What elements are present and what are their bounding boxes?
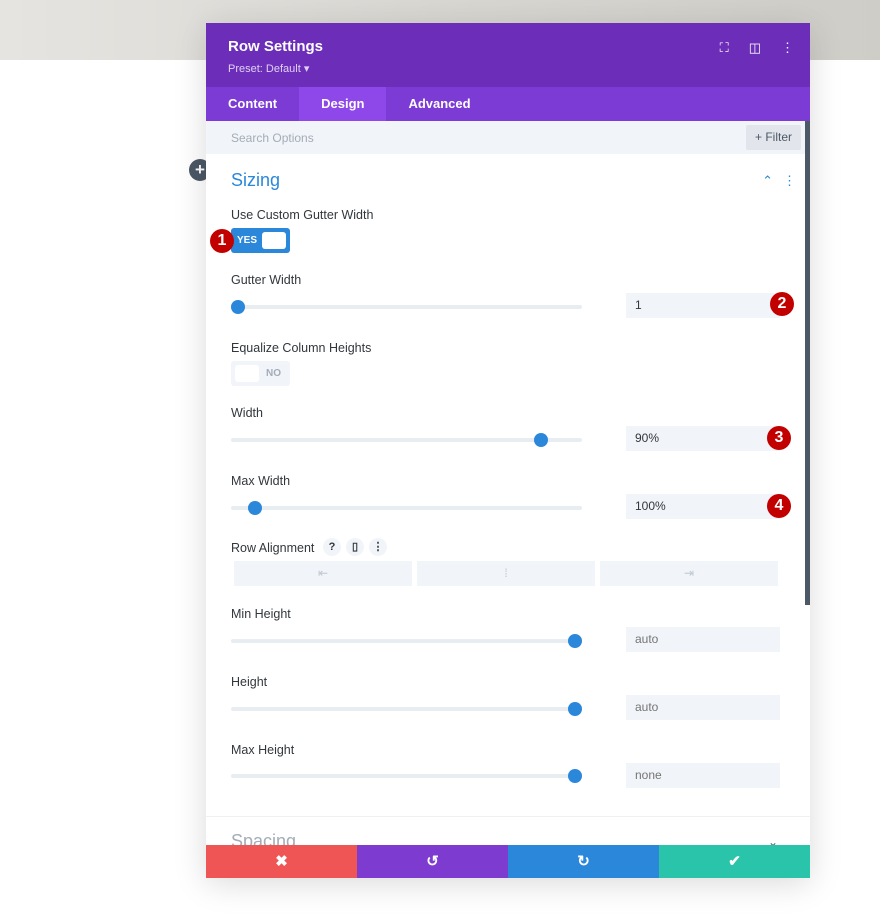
equalize-toggle[interactable]: NO: [231, 361, 290, 386]
row-alignment-label: Row Alignment: [231, 541, 315, 555]
fullscreen-icon[interactable]: ⛶: [719, 40, 729, 55]
min-height-input[interactable]: [626, 627, 780, 652]
annotation-badge-1: 1: [210, 229, 234, 253]
slider-thumb[interactable]: [568, 702, 583, 716]
tab-bar: Content Design Advanced: [206, 87, 810, 121]
more-options-icon[interactable]: ⋮: [781, 40, 794, 55]
modal-header: Row Settings Preset: Default ▾ ⛶ ◫ ⋮: [206, 23, 810, 87]
search-input[interactable]: Search Options: [231, 131, 314, 145]
scrollbar[interactable]: [805, 121, 810, 605]
max-height-input[interactable]: [626, 763, 780, 788]
width-slider[interactable]: [231, 433, 582, 447]
align-center-button[interactable]: ⁞: [417, 561, 595, 586]
custom-gutter-label: Use Custom Gutter Width: [231, 208, 374, 222]
align-left-button[interactable]: ⇤: [234, 561, 412, 586]
preset-dropdown[interactable]: Preset: Default ▾: [228, 63, 310, 75]
slider-thumb[interactable]: [231, 300, 246, 314]
undo-button[interactable]: ↺: [357, 845, 508, 878]
section-title-sizing[interactable]: Sizing: [231, 170, 281, 190]
min-height-label: Min Height: [231, 607, 291, 621]
toggle-text: NO: [266, 368, 281, 379]
add-row-button[interactable]: +: [189, 159, 211, 181]
slider-thumb[interactable]: [533, 433, 548, 447]
modal-footer: ✖ ↺ ↻ ✔: [206, 845, 810, 878]
tab-design[interactable]: Design: [299, 87, 387, 121]
annotation-badge-2: 2: [770, 292, 794, 316]
row-settings-modal: Row Settings Preset: Default ▾ ⛶ ◫ ⋮ Con…: [206, 23, 810, 878]
more-options-icon[interactable]: ⋮: [369, 538, 387, 556]
filter-button[interactable]: + Filter: [745, 125, 801, 150]
align-right-button[interactable]: ⇥: [600, 561, 778, 586]
height-label: Height: [231, 675, 268, 689]
max-height-label: Max Height: [231, 743, 295, 757]
height-input[interactable]: [626, 695, 780, 720]
slider-thumb[interactable]: [248, 501, 263, 515]
width-input[interactable]: 90%: [626, 426, 780, 451]
custom-gutter-toggle[interactable]: YES: [231, 228, 290, 253]
save-button[interactable]: ✔: [659, 845, 810, 878]
section-menu-icon[interactable]: ⋮: [783, 173, 796, 188]
max-width-label: Max Width: [231, 474, 291, 488]
divider: [206, 816, 810, 817]
chevron-up-icon[interactable]: ⌃: [762, 173, 773, 188]
tab-advanced[interactable]: Advanced: [408, 96, 471, 111]
slider-thumb[interactable]: [568, 769, 583, 783]
height-slider[interactable]: [231, 702, 583, 716]
help-icon[interactable]: ?: [323, 538, 341, 556]
redo-button[interactable]: ↻: [508, 845, 659, 878]
search-bar[interactable]: Search Options + Filter: [206, 121, 810, 154]
max-height-slider[interactable]: [231, 769, 583, 783]
min-height-slider[interactable]: [231, 634, 583, 648]
max-width-slider[interactable]: [231, 501, 582, 515]
toggle-text: YES: [237, 235, 258, 246]
gutter-width-input[interactable]: 1: [626, 293, 780, 318]
slider-thumb[interactable]: [568, 634, 583, 648]
mobile-icon[interactable]: ▯: [346, 538, 364, 556]
annotation-badge-4: 4: [767, 494, 791, 518]
chevron-down-icon[interactable]: ⌄: [767, 835, 778, 849]
annotation-badge-3: 3: [767, 426, 791, 450]
gutter-width-slider[interactable]: [231, 300, 582, 314]
gutter-width-label: Gutter Width: [231, 273, 302, 287]
tab-content[interactable]: Content: [228, 96, 278, 111]
split-view-icon[interactable]: ◫: [748, 40, 761, 55]
modal-title: Row Settings: [228, 38, 324, 55]
width-label: Width: [231, 406, 263, 420]
equalize-label: Equalize Column Heights: [231, 341, 372, 355]
cancel-button[interactable]: ✖: [206, 845, 357, 878]
max-width-input[interactable]: 100%: [626, 494, 780, 519]
